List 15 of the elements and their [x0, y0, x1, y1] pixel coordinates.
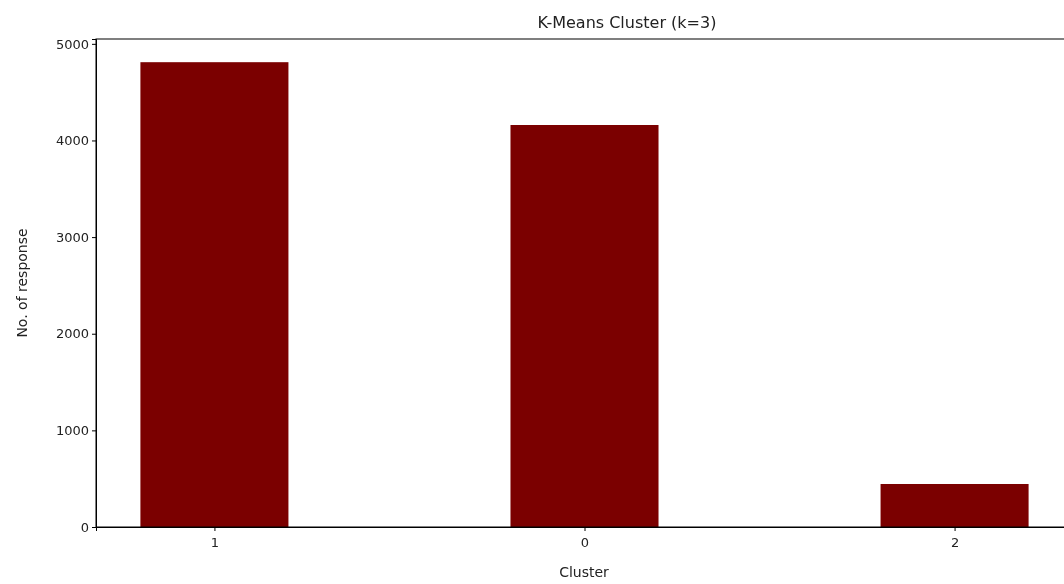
y-tick-label: 4000 — [55, 133, 89, 149]
bar — [510, 125, 659, 527]
chart-title: K-Means Cluster (k=3) — [537, 13, 717, 32]
x-tick-label: 1 — [210, 535, 220, 550]
bar — [880, 484, 1029, 527]
x-tick-label: 2 — [950, 535, 960, 550]
x-tick-label: 0 — [580, 535, 590, 550]
y-tick-label: 1000 — [55, 423, 89, 439]
y-tick-label: 2000 — [55, 326, 89, 342]
y-tick-label: 0 — [80, 519, 89, 535]
x-axis-title: Cluster — [559, 564, 610, 580]
y-tick-label: 3000 — [55, 229, 89, 245]
y-tick-label: 5000 — [55, 36, 89, 52]
bar — [140, 62, 289, 527]
y-axis-title: No. of response — [14, 228, 30, 338]
